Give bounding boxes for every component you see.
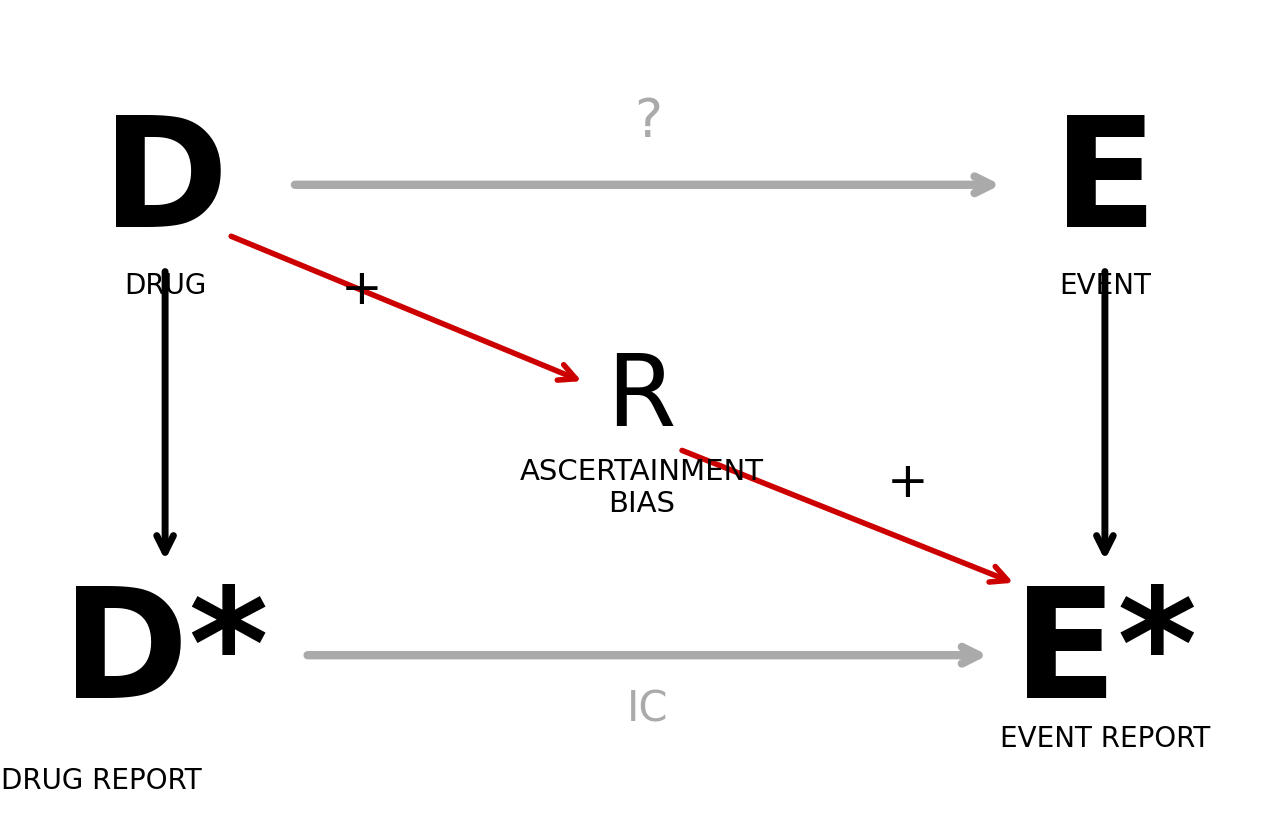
Text: D: D (102, 110, 229, 260)
Text: E: E (1053, 110, 1157, 260)
Text: DRUG REPORT: DRUG REPORT (1, 767, 202, 795)
Text: IC: IC (627, 689, 668, 731)
Text: ?: ? (634, 96, 662, 148)
Text: ASCERTAINMENT
BIAS: ASCERTAINMENT BIAS (519, 458, 763, 518)
Text: +: + (342, 265, 382, 314)
Text: +: + (888, 459, 928, 507)
Text: EVENT REPORT: EVENT REPORT (999, 725, 1210, 753)
Text: R: R (607, 350, 676, 448)
Text: DRUG: DRUG (124, 271, 206, 300)
Text: D*: D* (62, 580, 268, 730)
Text: E*: E* (1012, 580, 1198, 730)
Text: EVENT: EVENT (1059, 271, 1151, 300)
